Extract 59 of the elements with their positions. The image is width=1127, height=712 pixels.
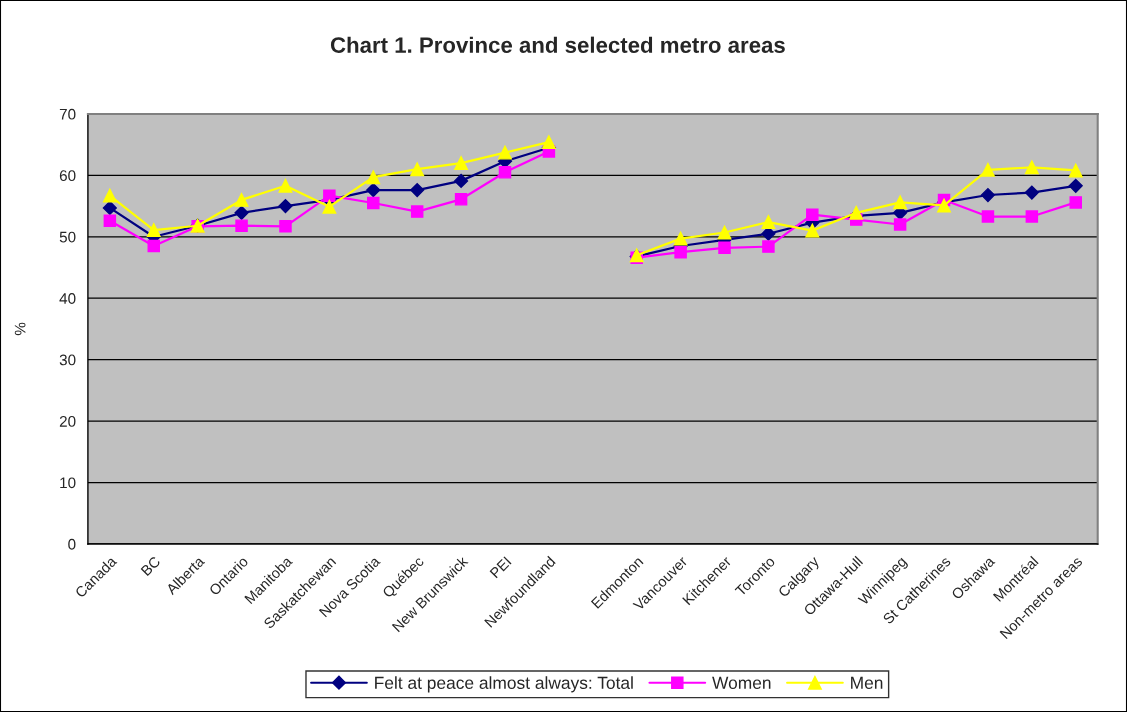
point xyxy=(1025,210,1039,223)
point xyxy=(893,218,907,231)
point xyxy=(454,156,469,171)
point xyxy=(541,135,556,150)
point xyxy=(410,183,425,198)
point xyxy=(981,210,995,223)
y-axis-title: % xyxy=(14,322,26,336)
point xyxy=(980,187,996,203)
legend-label: Felt at peace almost always: Total xyxy=(375,676,633,693)
point xyxy=(366,183,381,198)
point xyxy=(234,205,249,220)
point xyxy=(717,225,732,240)
legend-label: Men xyxy=(851,676,883,689)
point xyxy=(322,199,337,214)
point xyxy=(1068,163,1083,178)
point xyxy=(498,166,512,179)
point xyxy=(1024,185,1039,200)
point xyxy=(1024,160,1039,175)
point xyxy=(410,205,424,218)
point xyxy=(278,178,293,193)
point xyxy=(673,231,688,246)
point xyxy=(980,162,995,177)
point xyxy=(366,170,381,185)
y-tick-label: 40 xyxy=(59,293,76,304)
y-tick-label: 60 xyxy=(59,170,76,182)
point xyxy=(1069,196,1082,209)
legend-label: Women xyxy=(712,676,771,689)
point xyxy=(849,205,864,220)
point xyxy=(1068,178,1083,193)
y-tick-label: 20 xyxy=(59,415,76,427)
point xyxy=(147,239,161,253)
y-tick-label: 50 xyxy=(59,231,76,243)
y-tick-label: 10 xyxy=(60,477,76,489)
point xyxy=(454,173,469,188)
point xyxy=(279,220,292,233)
chart-title: Chart 1. Province and selected metro areas xyxy=(330,36,785,53)
x-tick-label: BC xyxy=(140,555,161,577)
point xyxy=(674,245,687,259)
point xyxy=(410,162,425,177)
point xyxy=(146,223,161,237)
point xyxy=(761,215,776,229)
point xyxy=(805,223,820,238)
point xyxy=(498,145,512,160)
point xyxy=(806,208,819,221)
point xyxy=(234,192,249,207)
point xyxy=(235,219,248,232)
point xyxy=(103,214,117,228)
point xyxy=(323,189,336,202)
point xyxy=(454,193,468,206)
y-tick-label: 70 xyxy=(59,108,76,120)
point xyxy=(102,200,117,215)
point xyxy=(718,241,731,255)
point xyxy=(278,198,293,214)
y-tick-label: 0 xyxy=(68,538,76,550)
y-tick-label: 30 xyxy=(59,354,76,366)
point xyxy=(762,240,775,253)
point xyxy=(367,196,380,210)
point xyxy=(102,188,117,203)
point xyxy=(893,195,908,210)
